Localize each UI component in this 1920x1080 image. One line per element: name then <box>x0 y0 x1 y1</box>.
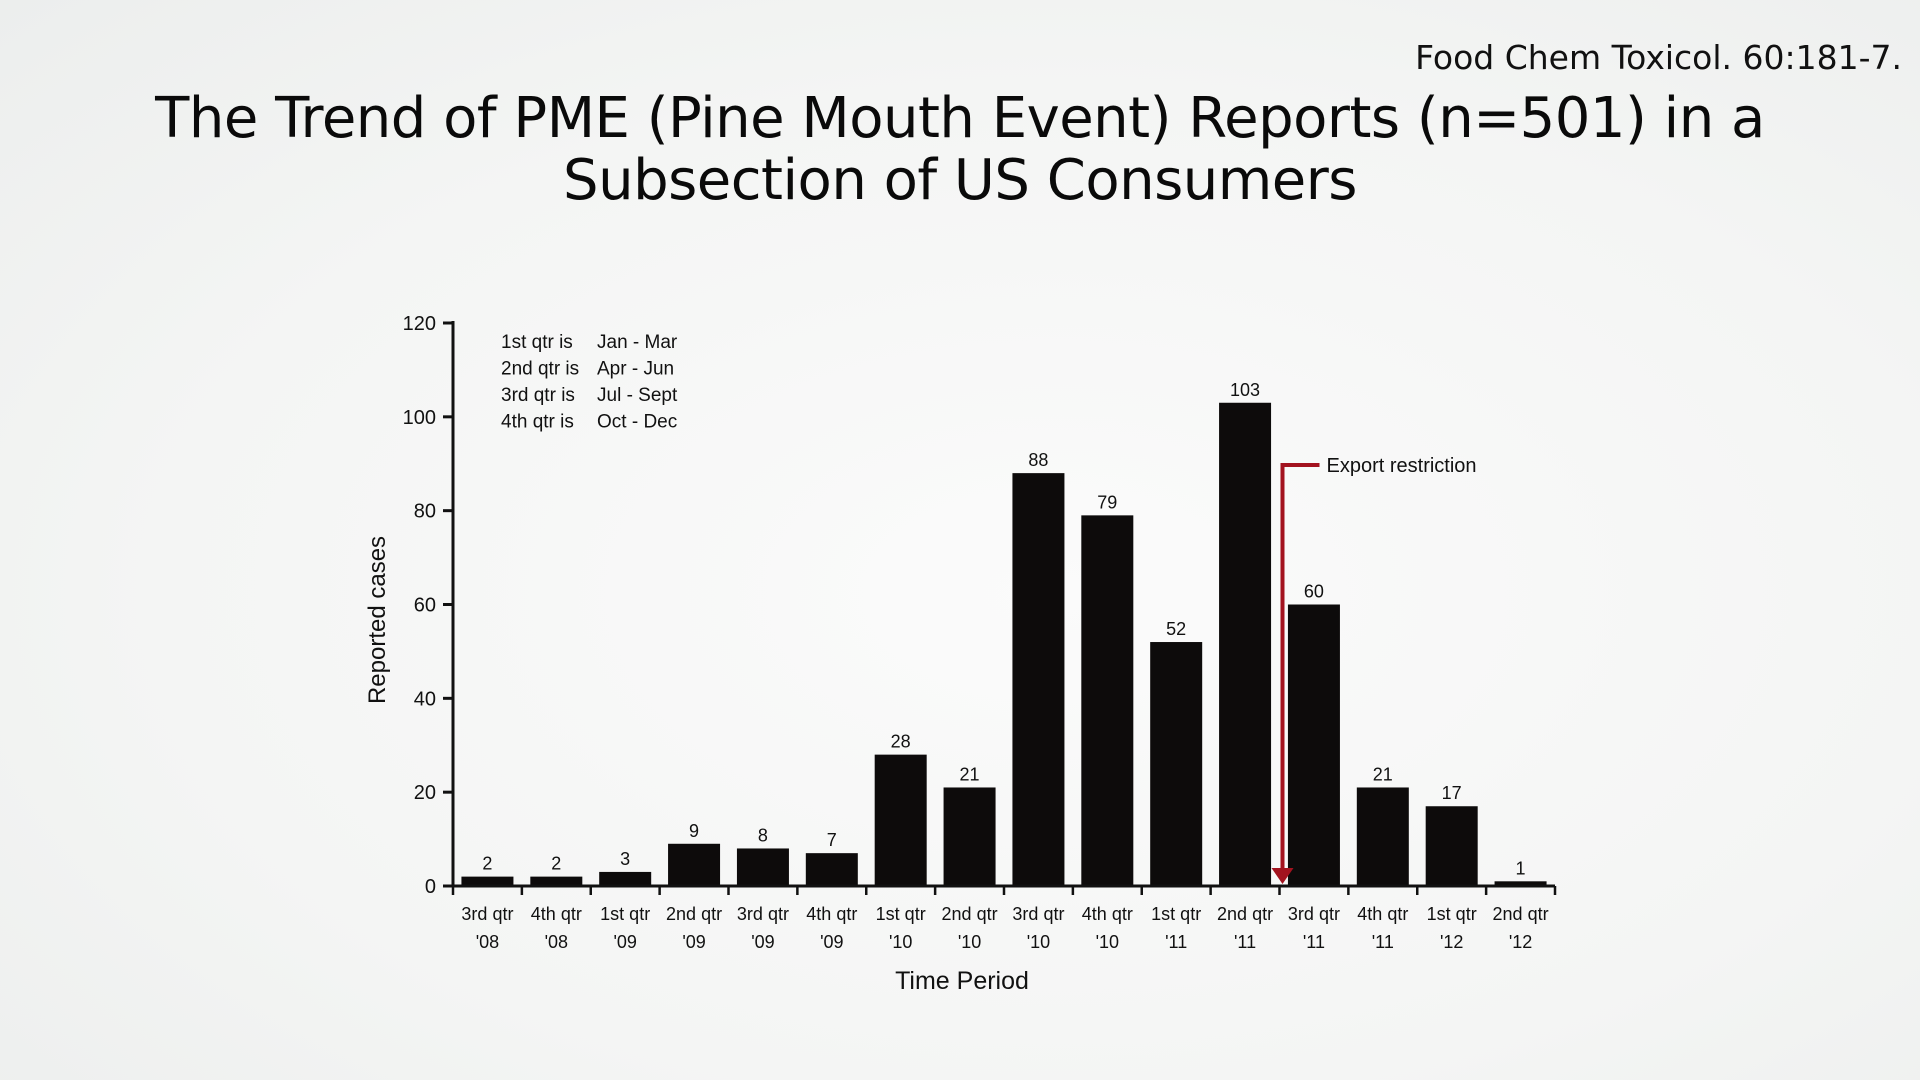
bar-13 <box>1356 787 1409 886</box>
x-tick-label-year-6: '10 <box>889 932 912 952</box>
x-tick-label-8: 3rd qtr <box>1012 904 1064 924</box>
y-tick-label-20: 20 <box>414 782 436 804</box>
annotation-label: Export restriction <box>1327 455 1477 477</box>
x-tick-label-2: 1st qtr <box>600 904 650 924</box>
y-tick-label-100: 100 <box>403 407 436 429</box>
bar-8 <box>1012 473 1065 886</box>
bar-value-label-6: 28 <box>891 732 911 752</box>
bar-12 <box>1287 604 1340 886</box>
bar-value-label-12: 60 <box>1304 582 1324 602</box>
bar-value-label-3: 9 <box>689 821 699 841</box>
bar-value-label-14: 17 <box>1442 783 1462 803</box>
quarter-legend-months-3: Oct - Dec <box>597 412 677 433</box>
page-title: The Trend of PME (Pine Mouth Event) Repo… <box>155 86 1765 213</box>
annotation-arrowhead <box>1271 868 1294 884</box>
x-tick-label-year-10: '11 <box>1165 932 1187 952</box>
quarter-legend-key-3: 4th qtr is <box>501 412 574 433</box>
bar-6 <box>874 754 927 886</box>
quarter-legend-months-1: Apr - Jun <box>597 359 674 380</box>
export-restriction-annotation: Export restriction <box>1271 455 1477 884</box>
x-tick-label-year-1: '08 <box>545 932 568 952</box>
x-tick-label-year-0: '08 <box>476 932 499 952</box>
quarter-legend-key-0: 1st qtr is <box>501 332 573 353</box>
bar-value-label-1: 2 <box>551 854 561 874</box>
x-tick-label-year-5: '09 <box>820 932 843 952</box>
x-tick-label-5: 4th qtr <box>806 904 857 924</box>
x-tick-label-13: 4th qtr <box>1357 904 1408 924</box>
x-axis: 3rd qtr '08 4th qtr '08 1st qtr '09 2nd qtr '09… <box>451 884 1557 952</box>
quarter-legend-key-2: 3rd qtr is <box>501 385 575 406</box>
bar-0 <box>461 876 514 886</box>
bar-value-label-5: 7 <box>827 830 837 850</box>
x-tick-label-year-11: '11 <box>1234 932 1256 952</box>
bar-10 <box>1150 642 1203 886</box>
x-tick-label-year-12: '11 <box>1303 932 1325 952</box>
y-axis: 0 20 40 60 80 100 120 <box>403 313 455 898</box>
x-tick-label-7: 2nd qtr <box>942 904 998 924</box>
bar-value-label-7: 21 <box>960 764 980 784</box>
bar-value-label-10: 52 <box>1166 619 1186 639</box>
bars: 2 2 3 9 8 7 28 21 88 79 52 103 60 21 17 1 <box>461 380 1547 886</box>
x-tick-label-year-8: '10 <box>1027 932 1050 952</box>
x-tick-label-year-4: '09 <box>751 932 774 952</box>
y-tick-label-0: 0 <box>425 876 436 898</box>
bar-value-label-9: 79 <box>1097 492 1117 512</box>
bar-value-label-15: 1 <box>1516 858 1526 878</box>
x-tick-label-3: 2nd qtr <box>666 904 722 924</box>
bar-value-label-4: 8 <box>758 825 768 845</box>
citation: Food Chem Toxicol. 60:181-7. <box>1415 38 1902 77</box>
bar-value-label-8: 88 <box>1028 450 1048 470</box>
bar-4 <box>736 848 789 886</box>
x-tick-label-15: 2nd qtr <box>1493 904 1549 924</box>
x-tick-label-10: 1st qtr <box>1151 904 1201 924</box>
bar-7 <box>943 787 996 886</box>
x-tick-label-year-14: '12 <box>1440 932 1463 952</box>
x-tick-label-12: 3rd qtr <box>1288 904 1340 924</box>
bar-11 <box>1219 402 1272 886</box>
quarter-legend: 1st qtr is Jan - Mar 2nd qtr is Apr - Jun 3r… <box>501 332 678 433</box>
bar-5 <box>805 853 858 886</box>
bar-1 <box>530 876 583 886</box>
bar-value-label-11: 103 <box>1230 380 1260 400</box>
x-tick-label-year-15: '12 <box>1509 932 1532 952</box>
x-tick-label-4: 3rd qtr <box>737 904 789 924</box>
x-tick-label-year-3: '09 <box>682 932 705 952</box>
bar-9 <box>1081 515 1134 886</box>
y-axis-label: Reported cases <box>364 536 391 704</box>
x-tick-label-year-7: '10 <box>958 932 981 952</box>
x-tick-label-1: 4th qtr <box>531 904 582 924</box>
quarter-legend-months-2: Jul - Sept <box>597 385 678 406</box>
bar-value-label-13: 21 <box>1373 764 1393 784</box>
bar-value-label-2: 3 <box>620 849 630 869</box>
x-tick-label-0: 3rd qtr <box>461 904 513 924</box>
quarter-legend-months-0: Jan - Mar <box>597 332 678 353</box>
quarter-legend-key-1: 2nd qtr is <box>501 359 579 380</box>
annotation-arrow-line <box>1280 463 1320 870</box>
y-tick-label-40: 40 <box>414 688 436 710</box>
y-tick-label-60: 60 <box>414 595 436 617</box>
x-tick-label-year-13: '11 <box>1372 932 1394 952</box>
bar-value-label-0: 2 <box>482 854 492 874</box>
x-tick-label-year-2: '09 <box>613 932 636 952</box>
bar-3 <box>668 843 721 886</box>
x-tick-label-year-9: '10 <box>1096 932 1119 952</box>
bar-2 <box>599 871 652 886</box>
x-tick-label-11: 2nd qtr <box>1217 904 1273 924</box>
x-tick-label-14: 1st qtr <box>1427 904 1477 924</box>
bar-14 <box>1425 806 1478 886</box>
y-tick-label-120: 120 <box>403 313 436 335</box>
bar-15 <box>1494 881 1547 886</box>
x-axis-label: Time Period <box>895 967 1029 995</box>
y-tick-label-80: 80 <box>414 501 436 523</box>
x-tick-label-9: 4th qtr <box>1082 904 1133 924</box>
x-tick-label-6: 1st qtr <box>876 904 926 924</box>
